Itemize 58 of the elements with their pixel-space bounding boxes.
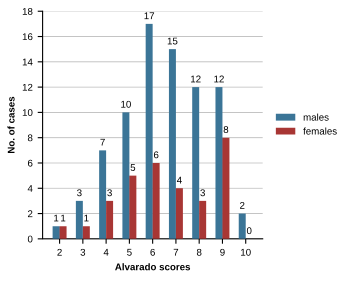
bar <box>122 112 130 239</box>
x-tick-label: 10 <box>241 248 251 256</box>
bar <box>199 200 206 239</box>
bar <box>152 162 160 239</box>
bar <box>82 226 90 239</box>
data-label: 12 <box>191 76 201 82</box>
bar <box>222 138 230 239</box>
data-label: 6 <box>154 151 158 158</box>
data-label: 3 <box>200 189 205 196</box>
data-label: 3 <box>77 189 82 196</box>
x-tick-label: 6 <box>150 248 155 256</box>
bar <box>192 87 200 239</box>
y-tick-label: 8 <box>28 134 32 142</box>
bar <box>146 24 153 239</box>
bar <box>76 200 83 239</box>
y-tick-label: 18 <box>22 8 32 15</box>
data-label: 1 <box>84 214 89 222</box>
data-label: 2 <box>240 202 244 209</box>
data-label: 10 <box>121 100 131 108</box>
data-label: 12 <box>214 76 224 82</box>
bar <box>129 176 136 239</box>
data-label: 15 <box>168 38 178 44</box>
y-tick-label: 4 <box>28 185 33 192</box>
x-tick-label: 8 <box>196 248 202 256</box>
bar <box>99 150 106 239</box>
bar <box>176 188 183 239</box>
bar <box>52 226 60 239</box>
bar <box>215 87 222 239</box>
x-tick-label: 5 <box>127 248 132 256</box>
legend-label: males <box>304 114 329 121</box>
bar <box>168 49 176 239</box>
x-tick-label: 7 <box>174 248 178 256</box>
legend-label: females <box>303 127 337 135</box>
data-label: 4 <box>176 176 182 184</box>
bar <box>106 200 114 239</box>
data-label: 7 <box>100 138 105 146</box>
data-label: 1 <box>54 214 58 222</box>
x-axis-title: Alvarado scores <box>115 263 190 270</box>
data-label: 0 <box>246 227 252 234</box>
x-tick-label: 9 <box>220 248 225 256</box>
y-tick-label: 14 <box>22 58 33 66</box>
x-tick-label: 2 <box>57 248 62 256</box>
x-tick-label: 3 <box>80 248 86 256</box>
bar <box>60 226 67 239</box>
y-tick-label: 6 <box>28 160 32 167</box>
y-tick-label: 0 <box>28 236 32 242</box>
data-label: 8 <box>224 126 228 133</box>
x-tick-label: 4 <box>104 248 109 256</box>
data-label: 5 <box>130 164 136 171</box>
y-axis-title: No. of cases <box>7 96 15 154</box>
data-label: 1 <box>61 214 66 222</box>
y-tick-label: 12 <box>22 84 32 91</box>
data-label: 3 <box>107 189 112 196</box>
y-tick-label: 10 <box>22 109 32 116</box>
data-label: 17 <box>144 12 154 20</box>
y-tick-label: 16 <box>22 33 32 40</box>
y-tick-label: 2 <box>28 210 32 218</box>
bar <box>238 214 246 239</box>
